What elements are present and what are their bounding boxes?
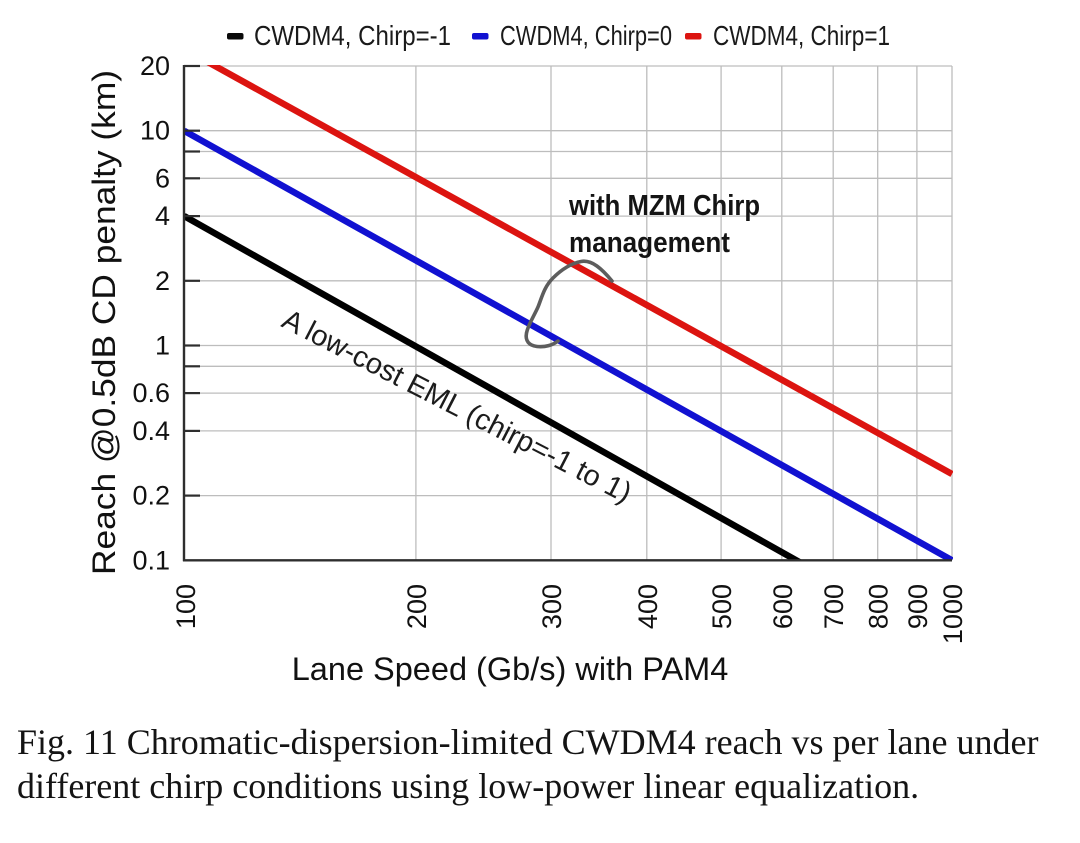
svg-text:1: 1 (155, 331, 170, 361)
svg-text:0.4: 0.4 (132, 416, 170, 446)
svg-text:800: 800 (864, 584, 894, 629)
svg-text:0.2: 0.2 (132, 481, 170, 511)
svg-text:A low-cost EML (chirp=-1 to 1): A low-cost EML (chirp=-1 to 1) (277, 304, 637, 510)
svg-text:600: 600 (768, 584, 798, 629)
svg-text:200: 200 (402, 584, 432, 629)
svg-text:900: 900 (903, 584, 933, 629)
svg-text:Reach @0.5dB CD penalty (km): Reach @0.5dB CD penalty (km) (86, 70, 122, 575)
svg-text:20: 20 (140, 51, 170, 81)
svg-text:with MZM Chirp: with MZM Chirp (568, 190, 760, 222)
svg-text:CWDM4, Chirp=1: CWDM4, Chirp=1 (713, 20, 890, 51)
svg-text:700: 700 (819, 584, 849, 629)
svg-text:100: 100 (171, 584, 201, 629)
svg-text:0.1: 0.1 (132, 545, 170, 575)
svg-text:300: 300 (537, 584, 567, 629)
svg-text:management: management (569, 227, 730, 259)
svg-text:10: 10 (140, 116, 170, 146)
svg-text:Lane Speed (Gb/s) with PAM4: Lane Speed (Gb/s) with PAM4 (292, 651, 729, 687)
svg-text:CWDM4, Chirp=-1: CWDM4, Chirp=-1 (254, 20, 451, 51)
svg-text:6: 6 (155, 163, 170, 193)
svg-text:1000: 1000 (938, 584, 968, 644)
svg-text:400: 400 (633, 584, 663, 629)
svg-text:4: 4 (155, 201, 170, 231)
svg-text:500: 500 (707, 584, 737, 629)
svg-text:0.6: 0.6 (132, 378, 170, 408)
svg-text:CWDM4, Chirp=0: CWDM4, Chirp=0 (500, 20, 672, 51)
svg-text:2: 2 (155, 266, 170, 296)
